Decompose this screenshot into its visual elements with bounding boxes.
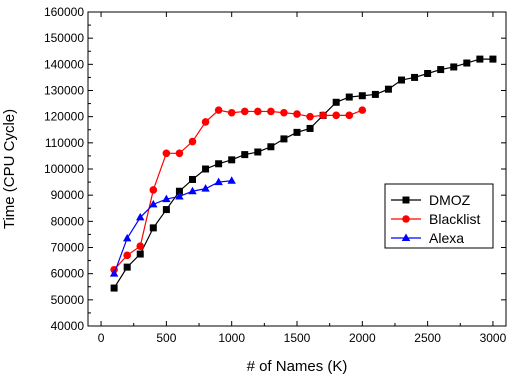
data-point-dmoz: [293, 128, 301, 136]
data-point-dmoz: [411, 73, 419, 81]
data-point-blacklist: [280, 108, 288, 117]
y-tick-label: 130000: [44, 84, 84, 98]
y-tick-label: 70000: [51, 241, 85, 255]
series-blacklist: [110, 106, 367, 274]
series-line-alexa: [113, 180, 232, 274]
data-point-alexa: [227, 176, 236, 184]
y-axis: 40000 50000 60000 70000 80000 90000 100000 1100…: [44, 5, 506, 333]
data-point-blacklist: [293, 110, 301, 118]
data-point-blacklist: [201, 118, 210, 126]
data-point-dmoz: [424, 69, 432, 77]
y-axis-title: Time (CPU Cycle): [1, 109, 18, 229]
data-point-dmoz: [228, 156, 236, 164]
data-point-dmoz: [280, 135, 288, 143]
data-point-alexa: [109, 269, 119, 277]
data-point-dmoz: [162, 206, 170, 214]
y-tick-label: 90000: [51, 188, 85, 202]
data-point-blacklist: [319, 111, 327, 120]
data-point-alexa: [188, 186, 197, 195]
y-tick-label: 40000: [51, 319, 85, 333]
data-point-blacklist: [254, 107, 262, 116]
data-point-alexa: [201, 184, 210, 192]
x-tick-label: 1000: [218, 331, 245, 345]
data-point-blacklist: [227, 108, 236, 117]
data-point-dmoz: [149, 224, 157, 232]
data-point-blacklist: [345, 111, 354, 120]
y-tick-label: 60000: [51, 267, 85, 281]
legend-label-blacklist: Blacklist: [429, 211, 480, 227]
data-point-blacklist: [358, 106, 367, 114]
data-point-dmoz: [267, 143, 275, 151]
data-point-alexa: [162, 194, 171, 203]
data-point-dmoz: [398, 76, 405, 84]
x-tick-label: 2000: [349, 331, 376, 345]
data-point-blacklist: [240, 107, 249, 116]
legend-label-alexa: Alexa: [429, 230, 464, 246]
data-point-alexa: [136, 212, 145, 221]
data-point-dmoz: [476, 55, 484, 63]
data-point-alexa: [149, 199, 158, 208]
data-point-blacklist: [332, 111, 340, 120]
series-layer: [109, 55, 497, 292]
data-point-dmoz: [306, 124, 314, 132]
data-point-blacklist: [267, 107, 275, 116]
data-point-dmoz: [371, 90, 379, 98]
data-point-dmoz: [189, 175, 196, 183]
series-dmoz: [110, 55, 497, 292]
x-tick-label: 0: [98, 331, 105, 345]
data-point-dmoz: [358, 92, 366, 100]
data-point-blacklist: [175, 149, 184, 158]
data-point-dmoz: [332, 98, 340, 106]
data-point-dmoz: [384, 85, 392, 93]
data-point-blacklist: [188, 137, 197, 146]
data-point-dmoz: [437, 66, 445, 74]
data-point-dmoz: [241, 151, 249, 159]
legend-marker-blacklist: [402, 215, 410, 223]
data-point-alexa: [214, 177, 223, 186]
data-point-blacklist: [136, 242, 145, 250]
series-line-dmoz: [113, 58, 493, 289]
x-tick-label: 3000: [480, 331, 507, 345]
data-point-blacklist: [162, 149, 171, 158]
x-tick-label: 2500: [414, 331, 441, 345]
data-point-dmoz: [110, 284, 118, 292]
y-tick-label: 160000: [44, 5, 84, 19]
y-tick-label: 100000: [44, 162, 84, 176]
x-axis-title: # of Names (K): [247, 358, 348, 375]
data-point-blacklist: [149, 186, 158, 194]
data-point-dmoz: [345, 93, 353, 101]
data-point-dmoz: [489, 55, 497, 63]
x-tick-label: 1500: [284, 331, 311, 345]
legend-marker-alexa: [401, 233, 411, 241]
data-point-alexa: [122, 233, 132, 242]
data-point-dmoz: [175, 187, 183, 195]
y-tick-label: 150000: [44, 31, 84, 45]
data-point-dmoz: [202, 165, 210, 173]
series-alexa: [109, 176, 236, 277]
legend-label-dmoz: DMOZ: [429, 192, 471, 208]
data-point-alexa: [175, 191, 184, 200]
y-tick-label: 120000: [44, 110, 84, 124]
data-point-dmoz: [123, 263, 131, 271]
y-tick-label: 110000: [45, 136, 84, 150]
data-point-blacklist: [306, 112, 314, 121]
data-point-blacklist: [123, 251, 131, 260]
legend-box: [384, 183, 494, 249]
data-point-dmoz: [450, 63, 458, 71]
data-point-dmoz: [254, 148, 262, 156]
data-point-dmoz: [136, 250, 144, 258]
data-point-blacklist: [214, 106, 223, 114]
x-tick-label: 500: [156, 331, 176, 345]
x-axis: 0 500 1000 1500 2000 2500 3000: [98, 12, 507, 345]
plot-area: [87, 11, 507, 327]
y-tick-label: 140000: [44, 57, 84, 71]
data-point-dmoz: [463, 59, 471, 67]
y-tick-label: 80000: [51, 214, 85, 228]
y-tick-label: 50000: [51, 293, 85, 307]
data-point-dmoz: [215, 160, 223, 168]
legend-marker-dmoz: [402, 196, 410, 204]
legend: DMOZ Blacklist Alexa: [384, 183, 494, 249]
